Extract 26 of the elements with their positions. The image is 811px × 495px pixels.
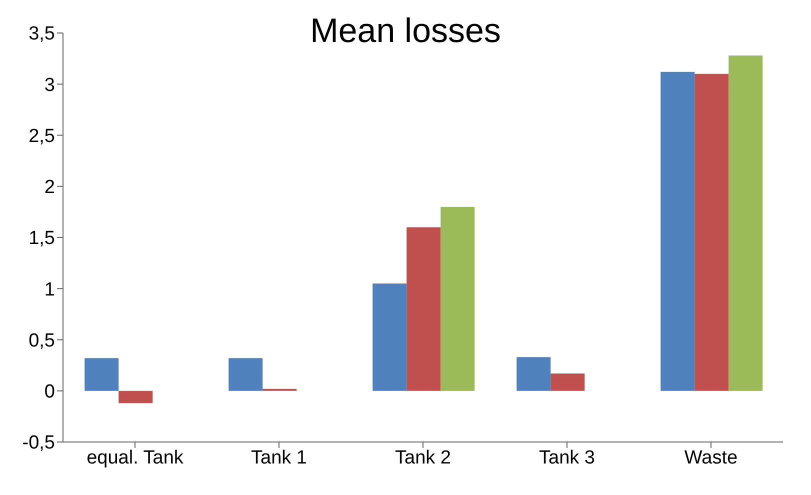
y-tick-label: 0 <box>44 382 55 403</box>
x-tick-label: equal. Tank <box>86 447 184 468</box>
y-tick-label: 3,5 <box>28 24 55 45</box>
bar <box>406 227 441 391</box>
bar <box>516 357 551 391</box>
chart-title: Mean losses <box>310 12 501 50</box>
y-tick-label: 2 <box>44 177 55 198</box>
y-tick-label: 0,5 <box>28 330 55 352</box>
y-tick-label: 1,5 <box>28 228 55 250</box>
bar <box>728 55 763 391</box>
y-tick-label: 2,5 <box>28 126 55 147</box>
bar <box>84 358 119 391</box>
x-tick-label: Tank 3 <box>539 447 595 468</box>
y-tick-label: 1 <box>44 279 55 300</box>
bar <box>694 74 729 391</box>
bar <box>118 390 153 404</box>
bar <box>550 373 585 391</box>
y-tick-label: 3 <box>44 74 55 96</box>
x-tick-label: Tank 1 <box>251 447 307 468</box>
bar <box>228 358 263 391</box>
bar <box>660 72 695 391</box>
bar <box>440 206 475 391</box>
y-tick-label: -0,5 <box>22 432 55 454</box>
bar <box>372 284 407 391</box>
x-tick-label: Waste <box>684 447 738 468</box>
x-tick-label: Tank 2 <box>395 447 451 468</box>
